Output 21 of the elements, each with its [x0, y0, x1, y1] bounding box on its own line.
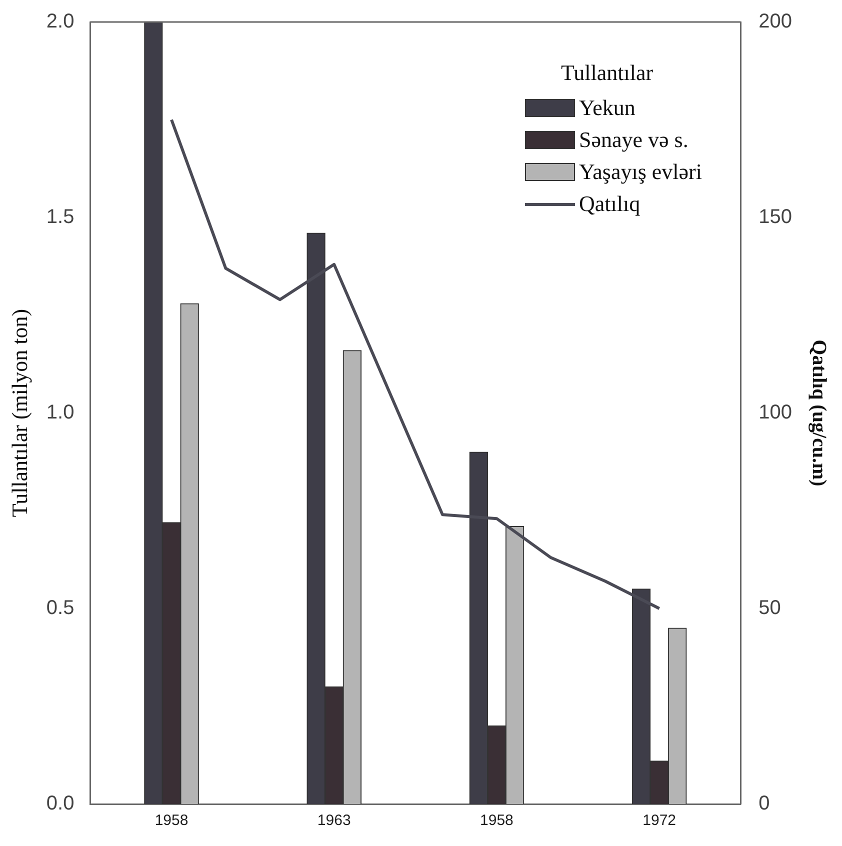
x-tick-label: 1963 [317, 812, 351, 830]
y2-tick-label: 0 [758, 792, 770, 815]
y2-tick-label: 50 [758, 597, 781, 620]
legend-label: Yaşayış evləri [578, 159, 702, 185]
legend-label: Yekun [578, 95, 636, 121]
x-tick-label: 1958 [480, 812, 514, 830]
y2-tick-label: 200 [758, 10, 792, 33]
legend-label: Qatılıq [578, 191, 640, 217]
y-tick-label: 1.5 [46, 206, 74, 228]
y2-tick-label: 100 [758, 402, 792, 424]
x-tick-label: 1958 [154, 812, 188, 830]
y2-tick-label: 150 [758, 206, 792, 228]
x-tick-label: 1972 [642, 812, 676, 830]
y-tick-label: 0.0 [46, 792, 74, 815]
y-tick-label: 1.0 [46, 402, 74, 424]
legend-title: Tullantılar [560, 60, 654, 86]
y-tick-label: 0.5 [46, 597, 74, 620]
y2-axis-title: Qatılıq (ug/cu.m) [808, 340, 830, 486]
y-axis-title: Tullantılar (milyon ton) [6, 308, 32, 518]
y-tick-label: 2.0 [46, 10, 74, 33]
legend-label: Sənaye və s. [578, 127, 688, 153]
